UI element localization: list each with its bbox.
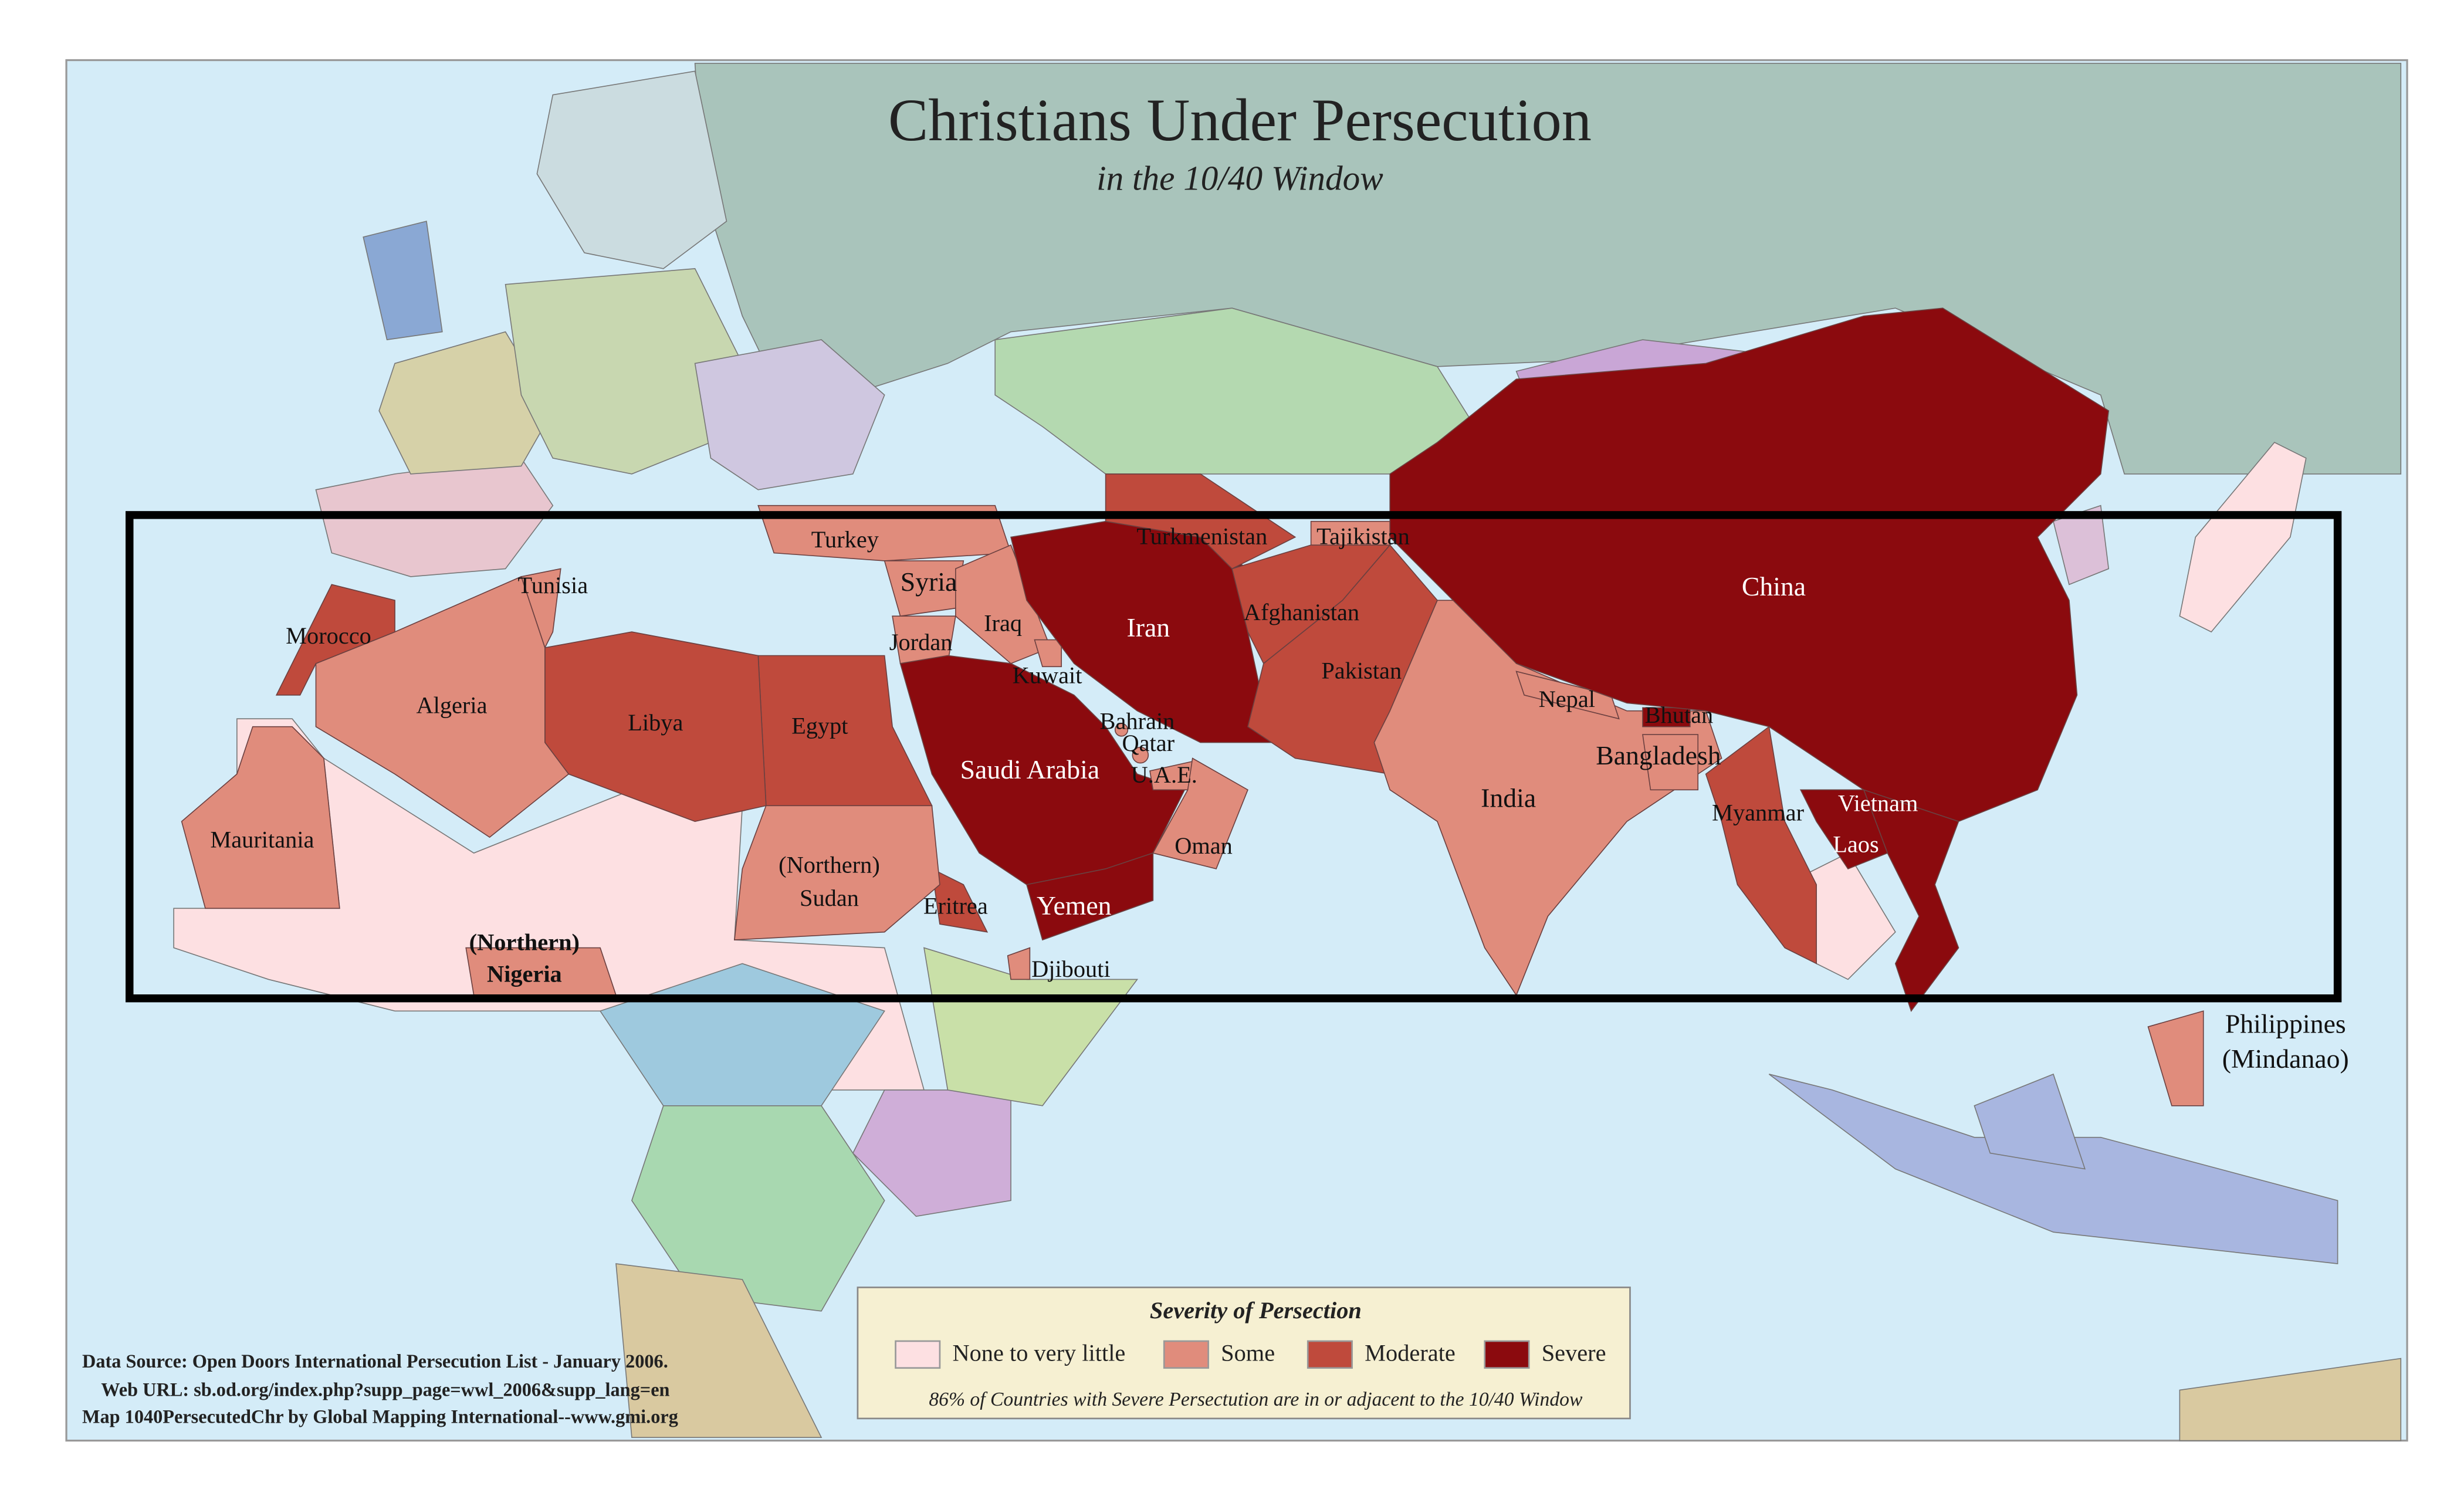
country-shape [1515, 671, 1620, 720]
country-shape [1025, 852, 1154, 941]
japan [2179, 442, 2307, 633]
country-label: Oman [1175, 832, 1233, 859]
country-label: Qatar [1122, 730, 1175, 756]
source-line: Data Source: Open Doors International Pe… [82, 1351, 668, 1372]
country-shape [757, 505, 1012, 561]
country-label: Turkmenistan [1136, 523, 1267, 550]
country-label: India [1481, 783, 1536, 813]
country-shape [275, 584, 395, 696]
korea [2053, 505, 2110, 585]
country-labels: Turkey Syria Jordan Iraq Kuwait Iran Tur… [210, 523, 2348, 1074]
country-label: Algeria [416, 692, 487, 719]
country-label: (Mindanao) [2222, 1044, 2349, 1074]
country-label: Libya [628, 709, 683, 736]
scandinavia [536, 70, 727, 269]
window-box [126, 511, 2342, 1003]
country-label: Pakistan [1321, 657, 1402, 683]
country-label: Bahrain [1100, 708, 1175, 735]
country-shape [734, 805, 940, 940]
country-label: (Northern) [469, 929, 580, 955]
legend-swatch [1307, 1340, 1353, 1369]
france [378, 331, 554, 475]
country-label: Tajikistan [1316, 523, 1410, 550]
country-label: Iran [1126, 612, 1170, 642]
country-shape [955, 544, 1051, 664]
title: Christians Under Persecution [888, 87, 1592, 154]
country-label: Philippines [2225, 1009, 2346, 1039]
country-label: Myanmar [1712, 800, 1805, 826]
country-shape [1152, 757, 1248, 869]
country-shape [931, 868, 989, 933]
country-label: Afghanistan [1244, 599, 1359, 625]
legend-swatch [1484, 1340, 1530, 1369]
legend-items: None to very little Some Moderate Severe [895, 1339, 1606, 1369]
subtitle: in the 10/40 Window [1096, 158, 1383, 197]
country-shape [1642, 734, 1699, 791]
countries [181, 307, 2204, 1106]
country-label: U.A.E. [1131, 761, 1197, 788]
source-line: Map 1040PersecutedChr by Global Mapping … [82, 1406, 678, 1427]
legend-label: Moderate [1365, 1339, 1456, 1366]
country-label: Sudan [800, 885, 859, 911]
australia [2179, 1358, 2402, 1441]
country-label: Nepal [1539, 686, 1595, 712]
legend-swatch [895, 1340, 941, 1369]
legend-label: None to very little [952, 1339, 1125, 1366]
legend: Severity of Persection None to very litt… [857, 1287, 1631, 1420]
country-label: Laos [1833, 831, 1879, 858]
indonesia [1768, 1074, 2338, 1264]
source-line: Web URL: sb.od.org/index.php?supp_page=w… [101, 1379, 669, 1400]
country-label: Djibouti [1031, 956, 1111, 982]
country-label: Bhutan [1645, 702, 1714, 728]
country-label: Egypt [791, 713, 848, 739]
britain [363, 221, 443, 340]
country-shape [1007, 947, 1031, 980]
source: Data Source: Open Doors International Pe… [82, 1351, 678, 1427]
country-label: Iraq [984, 610, 1022, 637]
southern-africa [615, 1263, 823, 1438]
country-shape [315, 576, 570, 838]
country-shape [1389, 307, 2110, 823]
country-label: Kuwait [1013, 662, 1082, 688]
central-europe [505, 268, 743, 475]
legend-note: 86% of Countries with Severe Persectutio… [929, 1389, 1583, 1410]
country-label: Turkey [811, 526, 879, 553]
kazakhstan [994, 307, 1485, 475]
country-shape [1034, 639, 1062, 668]
country-label: Nigeria [487, 960, 562, 987]
country-shape [181, 726, 340, 909]
country-label: (Northern) [779, 852, 880, 878]
legend-label: Severe [1542, 1339, 1606, 1366]
country-shape [1863, 789, 1959, 1012]
country-label: Vietnam [1838, 790, 1918, 817]
legend-label: Some [1221, 1339, 1275, 1366]
country-shape [2147, 1010, 2204, 1106]
country-label: Tunisia [517, 572, 588, 598]
country-label: Syria [901, 567, 957, 597]
legend-swatch [1163, 1340, 1209, 1369]
country-label: Yemen [1037, 891, 1112, 920]
country-shape [1799, 789, 1888, 869]
country-label: Morocco [286, 622, 371, 649]
country-label: China [1742, 571, 1806, 601]
borneo [1974, 1073, 2086, 1170]
country-label: Jordan [889, 629, 953, 655]
legend-title: Severity of Persection [1150, 1297, 1362, 1324]
ethiopia [923, 947, 1139, 1106]
country-label: Eritrea [923, 893, 988, 919]
congo [631, 1105, 885, 1312]
balkans [694, 339, 885, 490]
country-label: Saudi Arabia [960, 754, 1100, 784]
country-shape [1132, 746, 1149, 764]
country-shape [1114, 723, 1129, 737]
country-label: Bangladesh [1596, 740, 1721, 770]
country-shape [1705, 726, 1817, 964]
country-label: Mauritania [210, 826, 314, 852]
